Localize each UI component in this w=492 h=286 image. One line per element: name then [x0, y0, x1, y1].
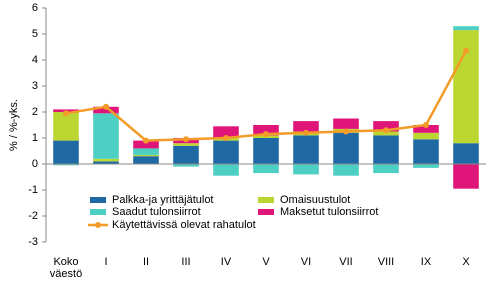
- x-tick-label-line: väestö: [50, 268, 82, 280]
- y-axis-label: % / %-yks.: [8, 99, 20, 151]
- bar: [293, 164, 319, 175]
- line-marker: [263, 131, 269, 138]
- bar: [213, 140, 239, 164]
- y-tick-label: -1: [28, 184, 38, 196]
- bar: [53, 140, 79, 164]
- bar: [93, 161, 119, 164]
- bar: [253, 125, 279, 136]
- line-marker: [143, 137, 149, 144]
- bar: [93, 106, 119, 114]
- x-tick-label: I: [104, 256, 107, 268]
- x-tick-label: V: [262, 256, 270, 268]
- bar: [93, 113, 119, 159]
- line-marker: [223, 135, 229, 141]
- line-marker: [383, 127, 389, 134]
- bar: [213, 126, 239, 138]
- x-tick-label: II: [143, 256, 149, 268]
- bar: [53, 164, 79, 166]
- bar: [333, 132, 359, 164]
- bar: [413, 164, 439, 168]
- x-tick-label: X: [462, 256, 470, 268]
- x-tick-label: VI: [301, 256, 311, 268]
- bar: [133, 148, 159, 155]
- bar: [413, 132, 439, 140]
- bar: [453, 164, 479, 189]
- y-tick-label: -3: [28, 236, 38, 248]
- bar: [253, 164, 279, 174]
- line-marker: [343, 128, 349, 135]
- bar: [413, 125, 439, 133]
- x-tick-label: VIII: [378, 256, 395, 268]
- bar: [373, 135, 399, 164]
- line-marker: [103, 103, 109, 110]
- x-tick-label: IV: [221, 256, 232, 268]
- legend-label: Saadut tulonsiirrot: [112, 206, 201, 218]
- x-tick-label: Koko väestö: [50, 256, 82, 280]
- bar: [293, 121, 319, 132]
- x-tick-label-line: Koko: [53, 256, 78, 268]
- y-tick-label: 0: [32, 158, 38, 170]
- x-tick-label: IX: [421, 256, 432, 268]
- bar: [53, 112, 79, 141]
- y-tick-label: 1: [32, 132, 38, 144]
- x-tick-label: III: [181, 256, 190, 268]
- y-tick-label: 2: [32, 106, 38, 118]
- line-marker: [463, 47, 469, 54]
- bar: [453, 143, 479, 164]
- legend-swatch: [95, 222, 101, 228]
- bar: [173, 145, 199, 164]
- bar: [133, 154, 159, 157]
- y-tick-label: -2: [28, 210, 38, 222]
- bar: [373, 131, 399, 136]
- bar: [373, 164, 399, 174]
- bar: [93, 158, 119, 162]
- legend-label: Omaisuustulot: [280, 194, 350, 206]
- bar: [373, 121, 399, 132]
- line-marker: [183, 136, 189, 143]
- y-tick-label: 5: [32, 28, 38, 40]
- bar: [133, 156, 159, 164]
- bar: [133, 140, 159, 149]
- y-tick-label: 6: [32, 2, 38, 14]
- line-marker: [303, 129, 309, 136]
- x-tick-label: VII: [339, 256, 352, 268]
- bar: [253, 138, 279, 164]
- legend-swatch: [258, 209, 274, 215]
- legend-label: Palkka-ja yrittäjätulot: [112, 194, 214, 206]
- bar: [413, 139, 439, 164]
- bar: [173, 164, 199, 167]
- line-marker: [423, 122, 429, 128]
- legend-label: Maksetut tulonsiirrot: [280, 206, 378, 218]
- bar: [213, 164, 239, 176]
- legend-swatch: [90, 197, 106, 203]
- bar: [173, 143, 199, 146]
- bar: [333, 164, 359, 176]
- bar: [333, 118, 359, 129]
- y-tick-label: 4: [32, 54, 38, 66]
- bar: [453, 26, 479, 31]
- bar: [293, 135, 319, 164]
- bar: [453, 30, 479, 144]
- legend-swatch: [90, 209, 106, 215]
- legend-label: Käytettävissä olevat rahatulot: [112, 219, 256, 231]
- y-tick-label: 3: [32, 80, 38, 92]
- legend-swatch: [258, 197, 274, 203]
- line-marker: [63, 110, 69, 117]
